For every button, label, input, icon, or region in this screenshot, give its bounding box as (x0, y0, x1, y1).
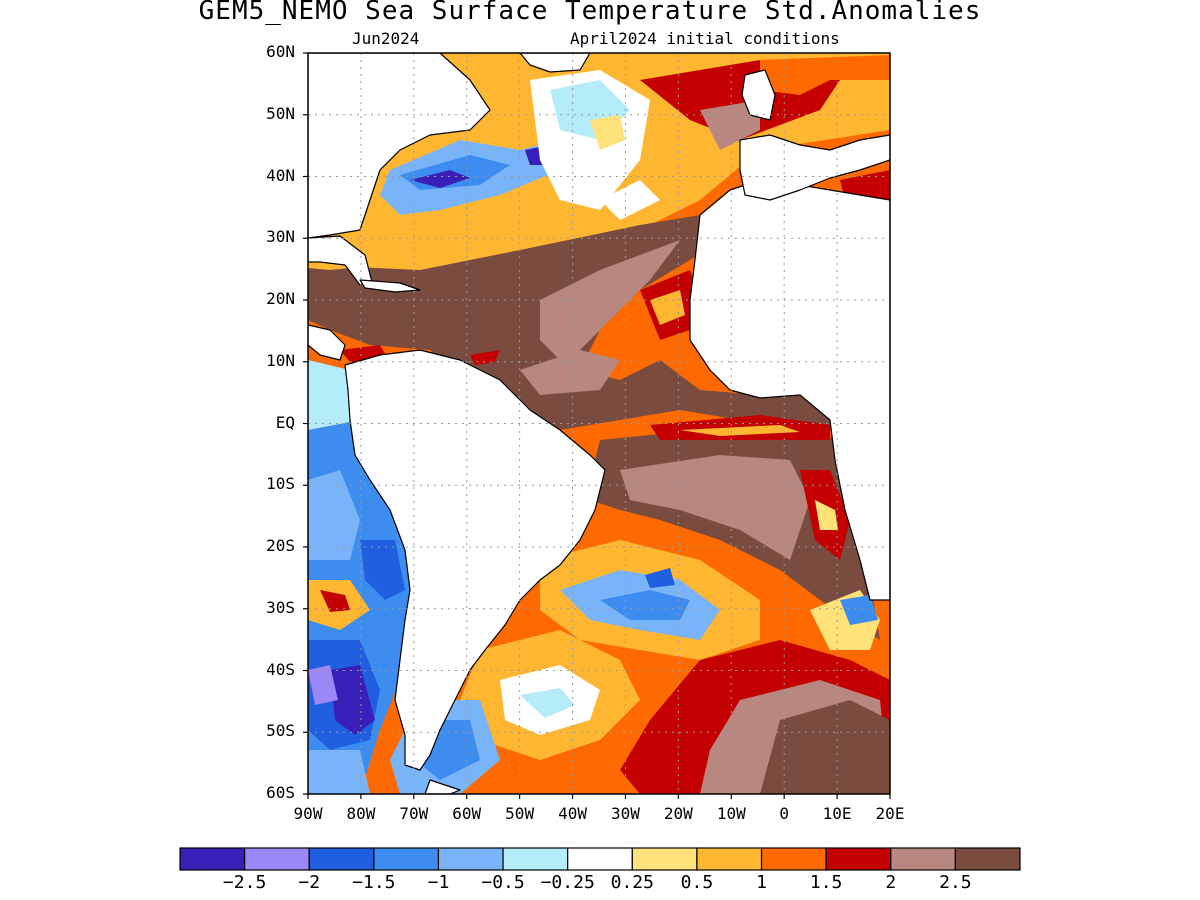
colorbar-tick-label: 0.5 (680, 872, 714, 893)
lat-label: 50N (266, 103, 295, 123)
gulf-coast (308, 235, 373, 286)
colorbar-tick-label: −2.5 (222, 872, 267, 893)
colorbar-swatch (696, 847, 763, 871)
lon-label: 70W (399, 804, 429, 823)
lat-label: 40N (266, 165, 295, 185)
lon-label: 60W (452, 804, 482, 823)
colorbar-tick-label: 0.25 (610, 872, 654, 893)
lat-label: 30N (266, 227, 295, 247)
lat-label: 40S (266, 659, 295, 679)
colorbar-swatch (760, 847, 827, 871)
colorbar-swatch (179, 847, 246, 871)
colorbar-tick-label: −2 (298, 872, 321, 893)
lon-label: 20E (875, 804, 905, 823)
british-isles (741, 69, 776, 121)
colorbar-swatch (631, 847, 698, 871)
central-america (308, 324, 346, 361)
lat-label: 60N (266, 42, 295, 61)
land (308, 53, 890, 794)
cuba (359, 279, 421, 293)
lat-label: 50S (266, 721, 295, 741)
colorbar-tick-label: 2.5 (939, 872, 972, 893)
antarctic-peninsula (424, 779, 461, 794)
lon-label: 10E (822, 804, 852, 823)
colorbar-swatch (437, 847, 504, 871)
colorbar-swatch (244, 847, 310, 871)
lat-label: 30S (266, 597, 295, 617)
europe (739, 134, 890, 201)
colorbar-tick-label: −1.5 (352, 872, 396, 893)
colorbar-swatch (890, 847, 956, 871)
colorbar-tick-label: −0.25 (540, 872, 595, 893)
colorbar-tick-label: −1 (427, 872, 450, 893)
colorbar-swatch (825, 847, 892, 871)
init-conditions-label: April2024 initial conditions (570, 29, 840, 48)
lat-label: 20N (266, 289, 295, 308)
colorbar-tick-label: 2 (885, 872, 897, 893)
lon-label: 20W (663, 804, 693, 823)
lat-label: 20S (266, 536, 295, 555)
lon-label: 80W (346, 804, 376, 823)
colorbar-swatch (567, 847, 633, 871)
map-grid (308, 53, 890, 794)
lon-label: 0 (779, 804, 789, 823)
lat-label: 60S (266, 783, 295, 802)
colorbar-tick-label: 1.5 (809, 872, 843, 893)
colorbar-swatch (954, 847, 1021, 871)
lon-label: 90W (293, 804, 323, 823)
colorbar-tick-label: 1 (756, 872, 767, 893)
colorbar-swatch (373, 847, 440, 871)
south-america (344, 349, 606, 771)
colorbar-swatch (502, 847, 569, 871)
lon-label: 30W (611, 804, 640, 823)
valid-month-label: Jun2024 (352, 29, 420, 48)
lon-label: 10W (716, 804, 746, 823)
lon-label: 40W (558, 804, 587, 823)
lat-label: 10N (266, 350, 295, 370)
map-title: GEM5_NEMO Sea Surface Temperature Std.An… (198, 0, 982, 26)
colorbar-swatch (308, 847, 375, 871)
lat-label: EQ (275, 412, 295, 432)
lon-label: 50W (505, 804, 535, 823)
north-america (308, 53, 491, 239)
lat-label: 10S (266, 474, 295, 494)
colorbar-tick-label: −0.5 (481, 872, 525, 893)
